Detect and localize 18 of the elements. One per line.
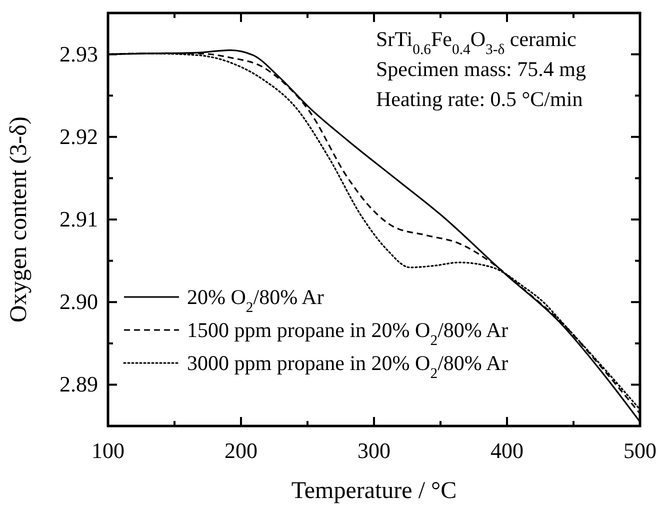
legend-label: 20% O$_{2}$/80% Ar: [187, 285, 324, 316]
y-tick-label: 2.93: [60, 41, 98, 66]
y-tick-label: 2.89: [60, 372, 98, 397]
annotation: SrTi$_{0.6}$Fe$_{0.4}$O$_{3-δ}$ ceramic: [376, 27, 576, 58]
x-axis-title: Temperature / °C: [291, 478, 457, 504]
x-tick-label: 500: [624, 438, 656, 463]
y-tick-label: 2.91: [60, 206, 98, 232]
x-tick-label: 200: [224, 438, 258, 463]
x-tick-label: 100: [92, 438, 124, 463]
text: 2.90: [60, 289, 98, 314]
x-tick-label: 400: [490, 438, 524, 463]
annotation: Specimen mass: 75.4 mg: [376, 57, 586, 81]
annotation: Heating rate: 0.5 °C/min: [376, 87, 584, 111]
y-tick-label: 2.92: [60, 124, 98, 149]
legend-label: 3000 ppm propane in 20% O$_{2}$/80% Ar: [187, 351, 508, 382]
x-tick-label: 300: [358, 438, 390, 463]
legend-label: 1500 ppm propane in 20% O$_{2}$/80% Ar: [187, 318, 508, 349]
y-axis-title: Oxygen content (3-δ): [6, 116, 32, 322]
